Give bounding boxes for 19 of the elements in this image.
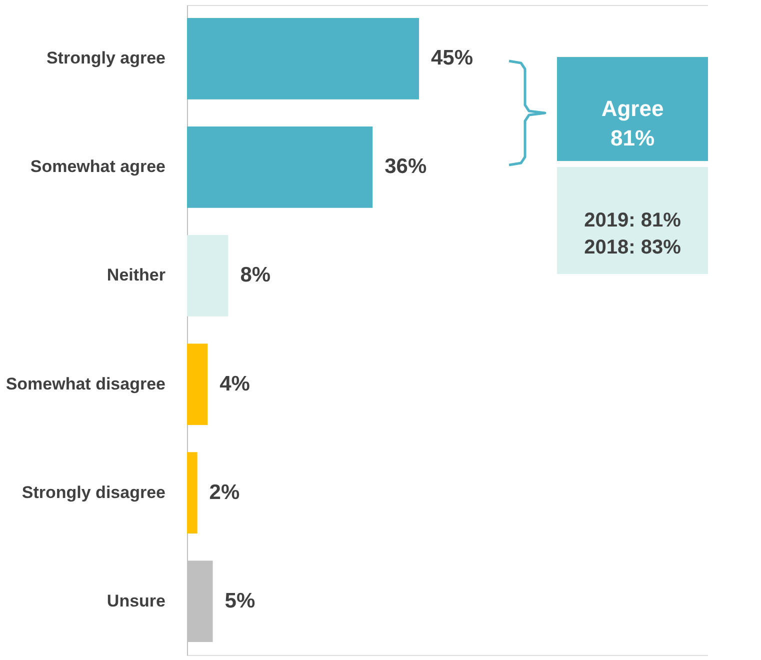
text: 2019: 81% 2018: 83% <box>584 210 682 258</box>
data-label: 36% <box>384 155 427 178</box>
data-label: 2% <box>209 480 240 504</box>
y-tick-label: Unsure <box>106 591 166 610</box>
bar <box>187 18 419 100</box>
data-label: 45% <box>431 46 474 70</box>
y-tick-label: Neither <box>106 266 166 285</box>
text: Agree 81% <box>601 96 664 151</box>
bar <box>187 452 198 534</box>
data-label: 8% <box>240 264 271 287</box>
bar <box>187 126 373 208</box>
data-label: 4% <box>220 372 250 396</box>
bar <box>187 235 228 316</box>
data-label: 5% <box>224 589 256 612</box>
y-tick-label: Strongly agree <box>46 48 166 68</box>
y-tick-label: Strongly disagree <box>22 482 166 502</box>
y-tick-label: Somewhat agree <box>30 157 166 176</box>
bar <box>187 344 208 425</box>
y-tick-label: Somewhat disagree <box>6 374 166 394</box>
